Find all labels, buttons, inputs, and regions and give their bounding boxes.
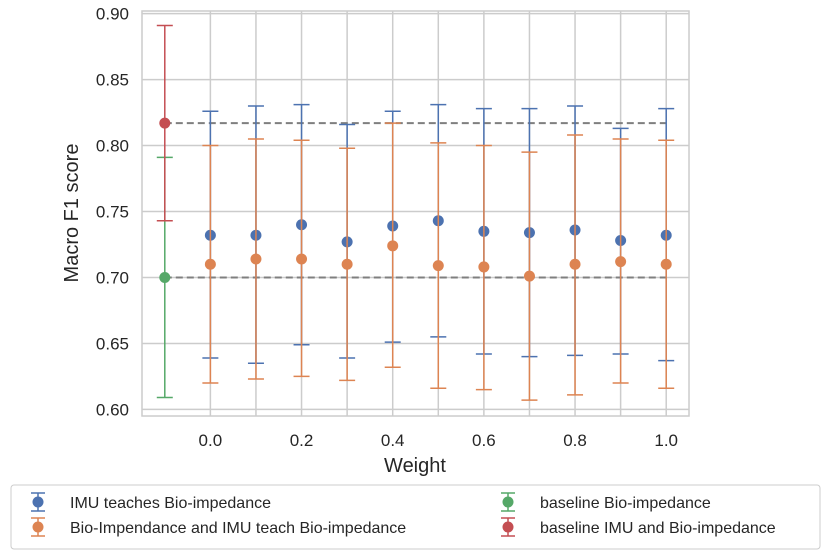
data-point — [432, 260, 444, 272]
x-tick-label: 1.0 — [654, 431, 678, 450]
series-group — [202, 122, 675, 401]
x-axis-label: Weight — [384, 455, 446, 477]
legend-marker-icon — [32, 521, 44, 533]
y-tick-label: 0.60 — [96, 400, 129, 419]
y-axis-label: Macro F1 score — [61, 144, 83, 283]
data-point — [569, 258, 581, 270]
legend-item: baseline Bio-impedance — [501, 492, 711, 512]
x-tick-label: 0.8 — [563, 431, 587, 450]
data-point — [159, 271, 171, 283]
legend-label: baseline IMU and Bio-impedance — [540, 520, 776, 537]
plot-frame — [141, 10, 690, 417]
legend-marker-icon — [502, 521, 514, 533]
data-point — [478, 261, 490, 273]
data-point — [250, 253, 262, 265]
legend-marker-icon — [502, 496, 514, 508]
x-tick-label: 0.4 — [381, 431, 405, 450]
legend-item: baseline IMU and Bio-impedance — [501, 517, 776, 537]
legend-item: IMU teaches Bio-impedance — [31, 492, 271, 512]
legend-label: Bio-Impendance and IMU teach Bio-impedan… — [70, 520, 406, 537]
reference-lines — [164, 122, 667, 279]
legend-frame — [10, 484, 821, 550]
x-tick-label: 0.2 — [290, 431, 314, 450]
legend-marker-icon — [32, 496, 44, 508]
legend-label: baseline Bio-impedance — [540, 495, 711, 512]
y-tick-label: 0.80 — [96, 137, 129, 156]
y-tick-label: 0.90 — [96, 5, 129, 24]
y-tick-label: 0.70 — [96, 268, 129, 287]
data-point — [523, 270, 535, 282]
data-point — [341, 258, 353, 270]
series — [156, 24, 675, 401]
data-point — [387, 240, 399, 252]
data-point — [296, 253, 308, 265]
grid — [142, 11, 689, 416]
y-tick-label: 0.75 — [96, 203, 129, 222]
legend: IMU teaches Bio-impedance Bio-Impendance … — [10, 484, 821, 550]
legend-item: Bio-Impendance and IMU teach Bio-impedan… — [31, 517, 406, 537]
series-group — [156, 24, 173, 222]
tick-labels: 0.0 0.2 0.4 0.6 0.8 1.0 0.60 0.65 0.70 0.75 0.80 0.… — [96, 5, 678, 450]
y-tick-label: 0.85 — [96, 71, 129, 90]
data-point — [204, 258, 216, 270]
x-tick-label: 0.0 — [199, 431, 223, 450]
legend-label: IMU teaches Bio-impedance — [70, 495, 271, 512]
y-tick-label: 0.65 — [96, 334, 129, 353]
data-point — [159, 117, 171, 129]
x-tick-label: 0.6 — [472, 431, 496, 450]
data-point — [660, 258, 672, 270]
data-point — [615, 256, 627, 268]
